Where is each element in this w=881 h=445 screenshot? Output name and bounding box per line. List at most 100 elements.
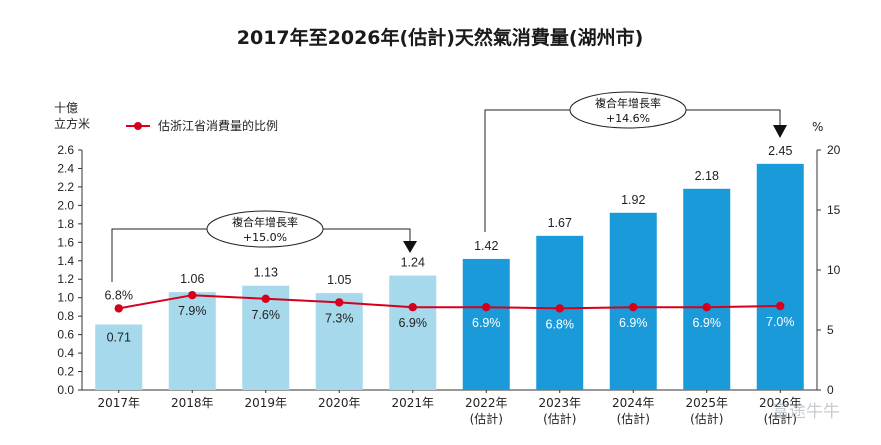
left-tick-label: 0.6 [57, 328, 74, 342]
cagr-arrowhead-1 [403, 241, 417, 253]
cagr-label-1: 複合年增長率 [232, 215, 298, 229]
share-value-label: 6.9% [399, 316, 428, 330]
share-value-label: 7.3% [325, 311, 354, 325]
x-tick-label: 2017年 [97, 396, 140, 410]
left-tick-label: 2.4 [57, 161, 74, 175]
bar-value-label: 1.05 [327, 273, 351, 287]
x-axis-labels: 2017年 2018年 2019年 2020年 2021年 2022年(估計)2023年(… [97, 396, 801, 426]
bar-value-label: 1.92 [621, 193, 645, 207]
share-line-point [776, 301, 785, 311]
bar-value-label: 2.45 [768, 144, 792, 158]
x-tick-label: 2025年 [685, 396, 728, 410]
x-tick-label: 2021年 [391, 396, 434, 410]
right-tick-label: 0 [827, 383, 834, 397]
axes: 0.0 0.2 0.4 0.6 0.8 1.0 1.2 1.4 1.6 1.8 2.0 2.2 2.4 2… [57, 143, 840, 397]
bar-2018年 [168, 292, 216, 390]
share-line-path [118, 294, 781, 310]
left-tick-label: 2.6 [57, 143, 74, 157]
x-tick-sublabel: (估計) [470, 411, 503, 426]
share-line-point [188, 291, 197, 300]
bar-value-label: 1.67 [548, 216, 572, 230]
bar-value-label: 1.42 [474, 239, 498, 253]
left-tick-label: 0.4 [57, 346, 74, 360]
left-tick-label: 0.0 [57, 383, 74, 397]
x-tick-sublabel: (估計) [690, 411, 723, 426]
x-tick-label: 2018年 [171, 396, 214, 410]
right-tick-label: 5 [827, 323, 834, 337]
left-tick-label: 1.2 [57, 272, 74, 286]
left-axis-unit-line1: 十億 [54, 101, 78, 115]
bar-2017年 [95, 324, 143, 390]
left-tick-label: 0.8 [57, 309, 74, 323]
share-value-label: 7.0% [766, 315, 795, 329]
x-tick-label: 2026年 [759, 396, 802, 410]
watermark: 富途牛牛 [772, 402, 840, 422]
bar-2025年 [683, 188, 731, 390]
x-tick-sublabel: (估計) [543, 411, 576, 426]
left-tick-label: 2.2 [57, 180, 74, 194]
cagr-ellipse-1 [206, 210, 324, 248]
share-value-label: 7.6% [252, 308, 281, 322]
bar-value-label: 1.24 [401, 256, 425, 270]
bar-2020年 [315, 293, 363, 390]
share-value-label: 6.9% [619, 316, 648, 330]
legend-label: 估浙江省消費量的比例 [158, 118, 278, 133]
chart-title: 2017年至2026年(估計)天然氣消費量(湖州市) [237, 26, 644, 49]
left-tick-label: 1.8 [57, 217, 74, 231]
left-tick-label: 1.0 [57, 291, 74, 305]
share-value-label: 6.8% [546, 317, 575, 331]
x-tick-label: 2024年 [612, 396, 655, 410]
left-axis-unit-line2: 立方米 [54, 116, 90, 131]
left-tick-label: 1.4 [57, 254, 74, 268]
share-line [114, 291, 785, 313]
right-tick-label: 10 [827, 263, 841, 277]
share-line-point [335, 298, 344, 307]
x-tick-label: 2019年 [244, 396, 287, 410]
share-line-point [114, 304, 123, 313]
cagr-arrowhead-2 [773, 125, 787, 138]
bar-2026年 [756, 163, 804, 390]
cagr-callout-2017-2021: 複合年增長率 +15.0% [111, 210, 417, 282]
bars [95, 163, 804, 390]
bar-value-labels: 0.71 1.06 1.13 1.05 1.24 1.42 1.67 1.92 2.18 2.45 [107, 144, 793, 345]
right-tick-label: 15 [827, 203, 841, 217]
share-line-point [555, 304, 564, 313]
share-line-point [629, 303, 638, 312]
share-value-label: 6.9% [472, 316, 501, 330]
x-tick-label: 2020年 [318, 396, 361, 410]
bar-value-label: 2.18 [695, 169, 719, 183]
share-value-labels: 6.8% 7.9% 7.6% 7.3% 6.9% 6.9% 6.8% 6.9% 6.9% 7.0% [105, 288, 795, 331]
x-tick-sublabel: (估計) [617, 411, 650, 426]
share-line-point [482, 303, 491, 312]
bar-value-label: 1.13 [254, 266, 278, 280]
right-tick-label: 20 [827, 143, 841, 157]
cagr-value-2: +14.6% [606, 112, 650, 125]
cagr-label-2: 複合年增長率 [595, 96, 661, 110]
cagr-ellipse-2 [569, 91, 687, 129]
bar-2023年 [536, 235, 584, 390]
share-line-point [261, 294, 270, 303]
cagr-callout-2022-2026: 複合年增長率 +14.6% [484, 91, 787, 232]
share-value-label: 6.8% [105, 288, 134, 302]
legend-marker-swatch [134, 122, 142, 130]
bar-2024年 [609, 212, 657, 390]
bar-value-label: 0.71 [107, 330, 131, 344]
x-tick-label: 2023年 [538, 396, 581, 410]
cagr-callouts: 複合年增長率 +15.0% 複合年增長率 +14.6% [111, 91, 787, 282]
bar-2022年 [462, 258, 510, 390]
legend: 估浙江省消費量的比例 [126, 118, 278, 133]
bar-value-label: 1.06 [180, 272, 204, 286]
left-tick-label: 1.6 [57, 235, 74, 249]
bar-2019年 [242, 285, 290, 390]
share-value-label: 7.9% [178, 304, 207, 318]
share-line-point [702, 303, 711, 312]
x-tick-sublabel: (估計) [764, 411, 797, 426]
right-axis-unit: % [812, 120, 823, 134]
cagr-value-1: +15.0% [243, 231, 287, 244]
left-tick-label: 2.0 [57, 198, 74, 212]
x-tick-label: 2022年 [465, 396, 508, 410]
left-tick-label: 0.2 [57, 365, 74, 379]
share-line-point [408, 303, 417, 312]
bar-2021年 [389, 275, 437, 390]
